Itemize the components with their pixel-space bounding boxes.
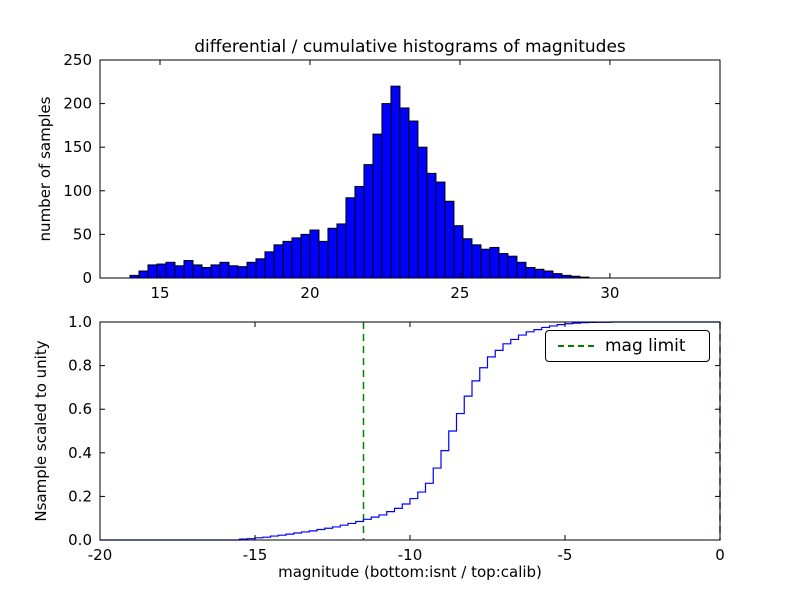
bar	[192, 264, 203, 279]
bar	[309, 229, 320, 279]
bar	[480, 248, 491, 279]
bar	[282, 240, 293, 279]
bottom-y-axis-label: Nsample scaled to unity	[32, 340, 50, 522]
svg-text:-5: -5	[558, 546, 573, 564]
histogram-axes: 15 20 25 30 0 50 100 150 200 250	[63, 51, 721, 302]
svg-text:30: 30	[600, 284, 619, 302]
bar	[291, 237, 302, 279]
svg-text:0.4: 0.4	[68, 444, 92, 462]
svg-text:20: 20	[300, 284, 319, 302]
bar	[318, 240, 329, 279]
bar	[300, 233, 311, 279]
plot-title: differential / cumulative histograms of …	[194, 37, 626, 57]
bar	[327, 227, 338, 279]
bar	[228, 265, 239, 279]
bar	[507, 255, 518, 279]
svg-text:0: 0	[715, 546, 725, 564]
svg-text:1.0: 1.0	[68, 313, 92, 331]
bar	[237, 266, 248, 279]
cumulative-axes: -20 -15 -10 -5 0 0.0 0.2 0.4 0.6 0.8 1.0	[68, 313, 725, 564]
svg-text:-20: -20	[88, 546, 113, 564]
bar	[255, 258, 266, 279]
bar	[264, 251, 275, 279]
bar	[552, 273, 563, 279]
bar	[543, 270, 554, 279]
bar	[435, 181, 446, 279]
svg-text:50: 50	[73, 225, 92, 243]
bar	[417, 146, 428, 279]
svg-text:0.0: 0.0	[68, 531, 92, 549]
bar	[525, 267, 536, 279]
svg-text:-15: -15	[243, 546, 268, 564]
bar	[489, 246, 500, 279]
bar	[363, 164, 374, 279]
bar	[183, 260, 194, 279]
dashed-line-swatch	[558, 345, 594, 347]
bar	[372, 133, 383, 279]
svg-text:150: 150	[63, 138, 92, 156]
bar	[354, 185, 365, 279]
svg-text:250: 250	[63, 51, 92, 69]
bar	[381, 103, 392, 279]
svg-text:15: 15	[150, 284, 169, 302]
bar	[516, 261, 527, 279]
svg-text:200: 200	[63, 95, 92, 113]
bar	[174, 265, 185, 279]
svg-text:25: 25	[450, 284, 469, 302]
bar	[345, 197, 356, 279]
bar	[390, 85, 401, 279]
bar	[426, 172, 437, 279]
bar	[273, 244, 284, 279]
bar	[219, 261, 230, 279]
bar	[408, 120, 419, 279]
svg-text:0.2: 0.2	[68, 487, 92, 505]
bar	[444, 200, 455, 279]
legend: mag limit	[545, 330, 710, 362]
bar	[399, 107, 410, 279]
bar	[534, 268, 545, 279]
cumulative-line	[100, 321, 720, 541]
top-y-axis-label: number of samples	[36, 96, 54, 242]
svg-text:100: 100	[63, 182, 92, 200]
bar	[498, 253, 509, 279]
bar	[201, 267, 212, 279]
svg-text:0.6: 0.6	[68, 400, 92, 418]
bar	[246, 261, 257, 279]
bar	[210, 264, 221, 279]
bar	[156, 263, 167, 279]
legend-label: mag limit	[605, 336, 686, 356]
bar	[147, 264, 158, 279]
x-axis-label: magnitude (bottom:isnt / top:calib)	[278, 563, 542, 581]
bar	[138, 270, 149, 279]
svg-text:0: 0	[82, 269, 92, 287]
svg-text:-10: -10	[398, 546, 423, 564]
histogram-bars	[129, 85, 590, 279]
bar	[471, 244, 482, 279]
svg-text:0.8: 0.8	[68, 357, 92, 375]
bar	[453, 225, 464, 279]
bar	[165, 261, 176, 279]
bar	[462, 238, 473, 279]
bar	[336, 223, 347, 279]
